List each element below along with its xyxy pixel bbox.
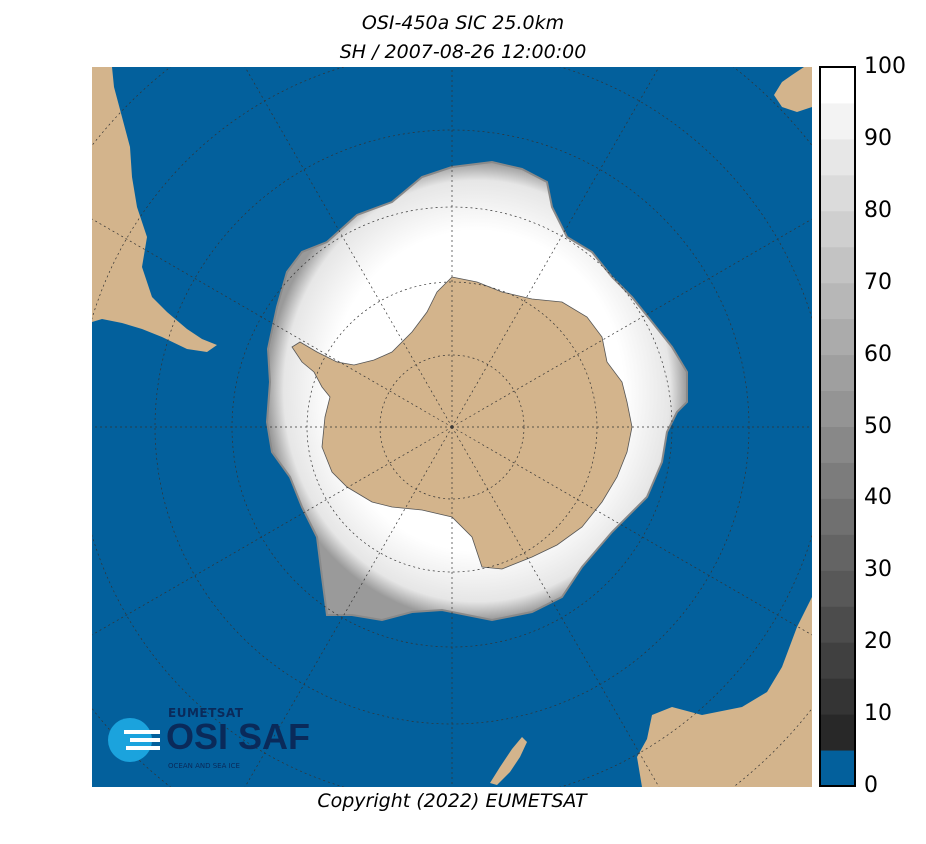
colorbar-bin xyxy=(820,174,855,212)
colorbar-bin xyxy=(820,138,855,176)
colorbar-bin xyxy=(820,750,855,787)
colorbar-frame xyxy=(819,66,856,787)
sea-ice-map xyxy=(92,67,812,787)
land-africa xyxy=(774,67,812,112)
colorbar-tick-label: 90 xyxy=(864,125,892,151)
colorbar-bin xyxy=(820,678,855,715)
colorbar-tick-label: 0 xyxy=(864,773,878,798)
colorbar-bin xyxy=(820,426,855,463)
colorbar-tick-label: 60 xyxy=(864,341,892,367)
logo-tagline: OCEAN AND SEA ICE xyxy=(168,762,240,770)
colorbar-bin xyxy=(820,67,855,104)
colorbar-bin xyxy=(820,462,855,499)
colorbar-bin xyxy=(820,606,855,643)
colorbar-tick-label: 10 xyxy=(864,701,892,727)
copyright: Copyright (2022) EUMETSAT xyxy=(317,790,587,812)
graticule xyxy=(92,67,812,787)
land-new-zealand xyxy=(490,737,527,785)
osisaf-logo: EUMETSAT OSI SAF OCEAN AND SEA ICE xyxy=(106,706,316,778)
colorbar-tick-label: 20 xyxy=(864,629,892,655)
colorbar-bin xyxy=(820,390,855,427)
colorbar-bin xyxy=(820,498,855,535)
colorbar-bin xyxy=(820,714,855,751)
map-title: OSI-450a SIC 25.0km xyxy=(361,12,565,34)
colorbar-bin xyxy=(820,570,855,607)
land-australia xyxy=(637,597,812,787)
colorbar xyxy=(819,66,856,787)
colorbar-tick-label: 40 xyxy=(864,485,892,511)
osisaf-logo-icon xyxy=(108,718,160,762)
colorbar-bin xyxy=(820,210,855,248)
colorbar-tick-label: 50 xyxy=(864,413,892,439)
land-south-america xyxy=(92,67,217,352)
colorbar-bin xyxy=(820,282,855,320)
colorbar-bin xyxy=(820,354,855,392)
colorbar-tick-label: 80 xyxy=(864,197,892,223)
colorbar-bin xyxy=(820,534,855,571)
colorbar-bin xyxy=(820,102,855,140)
colorbar-tick-label: 100 xyxy=(864,54,906,79)
colorbar-bins xyxy=(820,67,855,787)
land-antarctica xyxy=(291,276,633,570)
colorbar-bin xyxy=(820,318,855,356)
logo-name: OSI SAF xyxy=(166,716,311,757)
logo-org: EUMETSAT xyxy=(168,706,244,720)
colorbar-tick-label: 30 xyxy=(864,557,892,583)
colorbar-bin xyxy=(820,642,855,679)
colorbar-bin xyxy=(820,246,855,284)
colorbar-tick-label: 70 xyxy=(864,269,892,295)
map-subtitle: SH / 2007-08-26 12:00:00 xyxy=(339,41,587,63)
